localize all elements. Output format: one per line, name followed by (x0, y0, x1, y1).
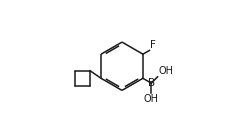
Text: OH: OH (144, 94, 159, 104)
Text: OH: OH (158, 66, 173, 76)
Text: B: B (148, 78, 155, 88)
Text: F: F (150, 40, 156, 50)
